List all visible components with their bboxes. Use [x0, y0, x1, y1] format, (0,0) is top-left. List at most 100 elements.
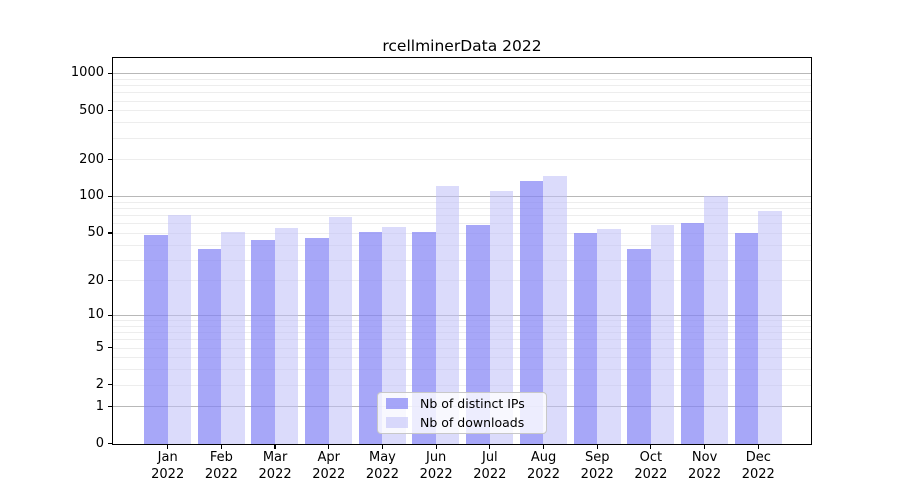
y-tick-1 — [108, 406, 113, 408]
x-tick-dec — [757, 445, 759, 450]
legend-item-downloads: Nb of downloads — [386, 415, 546, 430]
bar-distinct-ips-oct — [627, 248, 651, 444]
x-tick-label-may: May 2022 — [365, 450, 399, 482]
bar-distinct-ips-jul — [466, 225, 490, 444]
y-tick-0 — [108, 443, 113, 445]
bar-downloads-jan — [167, 215, 191, 444]
y-tick-5 — [108, 347, 113, 349]
y-tick-2 — [108, 384, 113, 386]
x-tick-jan — [167, 445, 169, 450]
y-tick-10 — [108, 314, 113, 316]
x-tick-label-aug: Aug 2022 — [526, 450, 561, 482]
y-tick-label-500: 500 — [79, 102, 104, 118]
bar-downloads-apr — [328, 217, 353, 444]
x-tick-label-jun: Jun 2022 — [419, 450, 453, 482]
x-tick-nov — [704, 445, 706, 450]
x-tick-label-jul: Jul 2022 — [473, 450, 507, 482]
y-tick-500 — [108, 109, 113, 112]
bar-downloads-jul — [489, 191, 514, 444]
gridline-minor-60 — [113, 223, 811, 225]
x-tick-feb — [220, 445, 222, 450]
bar-downloads-oct — [650, 225, 675, 444]
gridline-minor-400 — [113, 122, 811, 124]
gridline-minor-6 — [113, 339, 811, 341]
gridline-major-1000 — [113, 73, 811, 75]
legend-label-downloads: Nb of downloads — [420, 415, 525, 430]
chart-title: rcellminerData 2022 — [382, 37, 542, 55]
bar-downloads-nov — [704, 196, 728, 444]
x-tick-label-jan: Jan 2022 — [151, 450, 185, 482]
gridline-minor-700 — [113, 92, 811, 94]
x-tick-label-mar: Mar 2022 — [258, 450, 292, 482]
bar-downloads-jun — [435, 185, 460, 444]
y-tick-label-10: 10 — [87, 307, 104, 323]
gridline-minor-7 — [113, 332, 811, 334]
y-tick-label-200: 200 — [79, 151, 104, 167]
bar-distinct-ips-apr — [305, 238, 329, 444]
gridline-minor-300 — [113, 137, 811, 139]
y-tick-200 — [108, 158, 113, 161]
x-tick-apr — [328, 445, 330, 450]
gridline-major-10 — [113, 315, 811, 317]
gridline-minor-800 — [113, 85, 811, 87]
bar-downloads-may — [382, 226, 406, 444]
y-tick-label-5: 5 — [95, 339, 104, 355]
bar-distinct-ips-dec — [734, 232, 759, 444]
x-tick-label-sep: Sep 2022 — [580, 450, 614, 482]
plot-area — [112, 57, 812, 445]
x-tick-label-oct: Oct 2022 — [634, 450, 668, 482]
gridline-minor-9 — [113, 320, 811, 322]
gridline-minor-90 — [113, 201, 811, 203]
gridline-minor-80 — [113, 208, 811, 210]
gridline-minor-4 — [113, 357, 811, 359]
y-tick-100 — [108, 195, 113, 197]
bar-distinct-ips-jun — [412, 231, 436, 444]
gridline-minor-900 — [113, 78, 811, 80]
gridline-minor-200 — [113, 159, 811, 161]
x-tick-label-nov: Nov 2022 — [688, 450, 722, 482]
y-tick-label-1000: 1000 — [70, 65, 104, 81]
y-tick-label-0: 0 — [95, 435, 104, 451]
bar-downloads-feb — [221, 231, 245, 444]
bar-distinct-ips-feb — [197, 248, 222, 444]
x-tick-label-dec: Dec 2022 — [741, 450, 775, 482]
bar-distinct-ips-aug — [519, 181, 544, 444]
x-tick-aug — [542, 445, 545, 450]
bar-distinct-ips-nov — [680, 223, 705, 444]
x-tick-jul — [489, 445, 491, 450]
gridline-minor-5 — [113, 347, 811, 349]
gridline-minor-500 — [113, 110, 811, 112]
x-tick-label-apr: Apr 2022 — [312, 450, 346, 482]
x-tick-jun — [435, 445, 437, 450]
gridline-minor-600 — [113, 100, 811, 102]
x-tick-label-feb: Feb 2022 — [204, 450, 238, 482]
gridline-minor-40 — [113, 244, 811, 246]
y-tick-label-100: 100 — [79, 188, 104, 204]
y-tick-20 — [108, 280, 113, 282]
gridline-minor-3 — [113, 369, 811, 371]
gridlines-layer — [113, 58, 811, 444]
bar-downloads-dec — [758, 210, 782, 444]
bar-downloads-mar — [274, 227, 299, 444]
gridline-minor-2 — [113, 384, 811, 386]
bars-layer — [113, 58, 811, 444]
x-tick-may — [381, 445, 384, 450]
gridline-major-100 — [113, 196, 811, 198]
legend-swatch-downloads — [386, 417, 408, 428]
legend-swatch-distinct-ips — [386, 398, 408, 409]
gridline-minor-20 — [113, 280, 811, 282]
gridline-minor-70 — [113, 215, 811, 217]
x-tick-mar — [274, 445, 276, 450]
y-tick-1000 — [108, 72, 113, 75]
legend-label-distinct-ips: Nb of distinct IPs — [420, 396, 525, 411]
y-tick-label-50: 50 — [87, 225, 104, 241]
bar-distinct-ips-may — [358, 231, 383, 444]
gridline-minor-30 — [113, 259, 811, 261]
gridline-minor-50 — [113, 232, 811, 234]
legend: Nb of distinct IPs Nb of downloads — [377, 392, 547, 434]
bar-downloads-sep — [597, 228, 621, 444]
y-tick-50 — [108, 232, 113, 234]
x-tick-oct — [650, 445, 652, 450]
bar-downloads-aug — [543, 176, 567, 444]
